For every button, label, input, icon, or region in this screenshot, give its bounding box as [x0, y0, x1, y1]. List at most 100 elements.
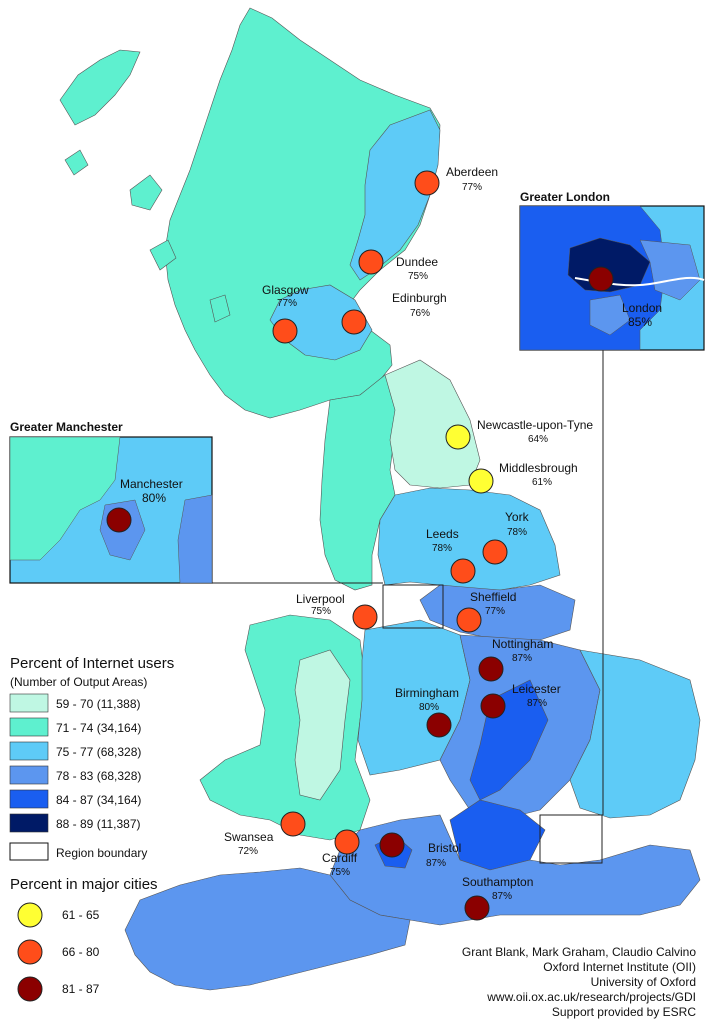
wales-region: [199, 614, 371, 841]
legend-city-marker-1: [17, 902, 43, 928]
credit-line-5: Support provided by ESRC: [552, 1005, 696, 1019]
manchester-label: Manchester: [120, 477, 183, 491]
sheffield-label: Sheffield: [470, 590, 516, 604]
manchester-locator-box: [382, 584, 444, 629]
liverpool-marker: [352, 604, 378, 630]
london-locator-box: [539, 814, 603, 864]
cardiff-pct: 75%: [330, 867, 350, 878]
dundee-pct: 75%: [408, 271, 428, 282]
birmingham-label: Birmingham: [395, 686, 459, 700]
bristol-label: Bristol: [428, 841, 461, 855]
london-marker: [588, 266, 614, 292]
cardiff-label: Cardiff: [322, 851, 358, 865]
credit-line-1: Grant Blank, Mark Graham, Claudio Calvin…: [462, 945, 696, 959]
legend-swatch-4: [9, 765, 49, 785]
london-label: London: [622, 301, 662, 315]
southampton-marker: [464, 895, 490, 921]
newcastle-upon-tyne-marker: [445, 424, 471, 450]
legend-swatch-2: [9, 717, 49, 737]
liverpool-label: Liverpool: [296, 592, 345, 606]
legend-swatch-1: [9, 693, 49, 713]
birmingham-pct: 80%: [419, 702, 439, 713]
scotland-region: [59, 7, 441, 419]
aberdeen-pct: 77%: [462, 182, 482, 193]
legend-label-5: 84 - 87 (34,164): [56, 793, 141, 807]
edinburgh-marker: [341, 309, 367, 335]
london-inset-title: Greater London: [520, 190, 610, 204]
dundee-marker: [358, 249, 384, 275]
legend-title: Percent of Internet users: [10, 655, 174, 672]
bristol-marker: [379, 832, 405, 858]
credit-line-2: Oxford Internet Institute (OII): [543, 960, 696, 974]
legend-city-marker-3: [17, 976, 43, 1002]
york-marker: [482, 539, 508, 565]
york-label: York: [505, 510, 530, 524]
legend-city-label-2: 66 - 80: [62, 945, 100, 959]
edinburgh-label: Edinburgh: [392, 291, 447, 305]
legend-cities-title: Percent in major cities: [10, 876, 158, 893]
glasgow-label: Glasgow: [262, 283, 309, 297]
legend: Percent of Internet users (Number of Out…: [9, 655, 174, 1002]
nottingham-marker: [478, 656, 504, 682]
leeds-label: Leeds: [426, 527, 459, 541]
middlesbrough-label: Middlesbrough: [499, 461, 578, 475]
glasgow-marker: [272, 318, 298, 344]
legend-city-label-1: 61 - 65: [62, 908, 100, 922]
cardiff-marker: [334, 829, 360, 855]
city-markers: Aberdeen77%Dundee75%Edinburgh76%Glasgow7…: [224, 165, 593, 921]
manchester-inset: Greater Manchester Manchester 80%: [9, 420, 213, 584]
legend-boundary-label: Region boundary: [56, 846, 147, 860]
sheffield-marker: [456, 607, 482, 633]
glasgow-pct: 77%: [277, 298, 297, 309]
leicester-label: Leicester: [512, 682, 561, 696]
leeds-marker: [450, 558, 476, 584]
credits: Grant Blank, Mark Graham, Claudio Calvin…: [462, 945, 696, 1019]
england-south-region: [124, 619, 701, 991]
dundee-label: Dundee: [396, 255, 438, 269]
swansea-pct: 72%: [238, 846, 258, 857]
birmingham-marker: [426, 712, 452, 738]
sheffield-pct: 77%: [485, 606, 505, 617]
manchester-pct: 80%: [142, 491, 166, 505]
york-pct: 78%: [507, 527, 527, 538]
leicester-pct: 87%: [527, 698, 547, 709]
legend-label-4: 78 - 83 (68,328): [56, 769, 141, 783]
london-inset: Greater London London 85%: [519, 190, 705, 351]
legend-label-2: 71 - 74 (34,164): [56, 721, 141, 735]
middlesbrough-marker: [468, 468, 494, 494]
london-pct: 85%: [628, 315, 652, 329]
legend-swatch-6: [9, 813, 49, 833]
legend-label-6: 88 - 89 (11,387): [56, 817, 141, 831]
north-england-region: [319, 359, 576, 641]
middlesbrough-pct: 61%: [532, 477, 552, 488]
newcastle-upon-tyne-label: Newcastle-upon-Tyne: [477, 418, 593, 432]
legend-city-items: 61 - 65 66 - 80 81 - 87: [17, 902, 100, 1002]
leicester-marker: [480, 693, 506, 719]
manchester-marker: [106, 507, 132, 533]
leeds-pct: 78%: [432, 543, 452, 554]
legend-label-1: 59 - 70 (11,388): [56, 697, 141, 711]
legend-subtitle: (Number of Output Areas): [10, 675, 147, 689]
legend-city-marker-2: [17, 939, 43, 965]
liverpool-pct: 75%: [311, 606, 331, 617]
legend-swatch-5: [9, 789, 49, 809]
manchester-inset-title: Greater Manchester: [10, 420, 123, 434]
nottingham-pct: 87%: [512, 653, 532, 664]
nottingham-label: Nottingham: [492, 637, 553, 651]
legend-label-3: 75 - 77 (68,328): [56, 745, 141, 759]
edinburgh-pct: 76%: [410, 308, 430, 319]
aberdeen-label: Aberdeen: [446, 165, 498, 179]
bristol-pct: 87%: [426, 858, 446, 869]
legend-city-label-3: 81 - 87: [62, 982, 100, 996]
legend-boundary-swatch: [9, 842, 49, 861]
southampton-pct: 87%: [492, 891, 512, 902]
newcastle-upon-tyne-pct: 64%: [528, 434, 548, 445]
aberdeen-marker: [414, 170, 440, 196]
legend-items: 59 - 70 (11,388) 71 - 74 (34,164) 75 - 77 …: [9, 693, 141, 833]
swansea-marker: [280, 811, 306, 837]
southampton-label: Southampton: [462, 875, 533, 889]
credit-line-4: www.oii.ox.ac.uk/research/projects/GDI: [486, 990, 696, 1004]
legend-swatch-3: [9, 741, 49, 761]
credit-line-3: University of Oxford: [591, 975, 696, 989]
